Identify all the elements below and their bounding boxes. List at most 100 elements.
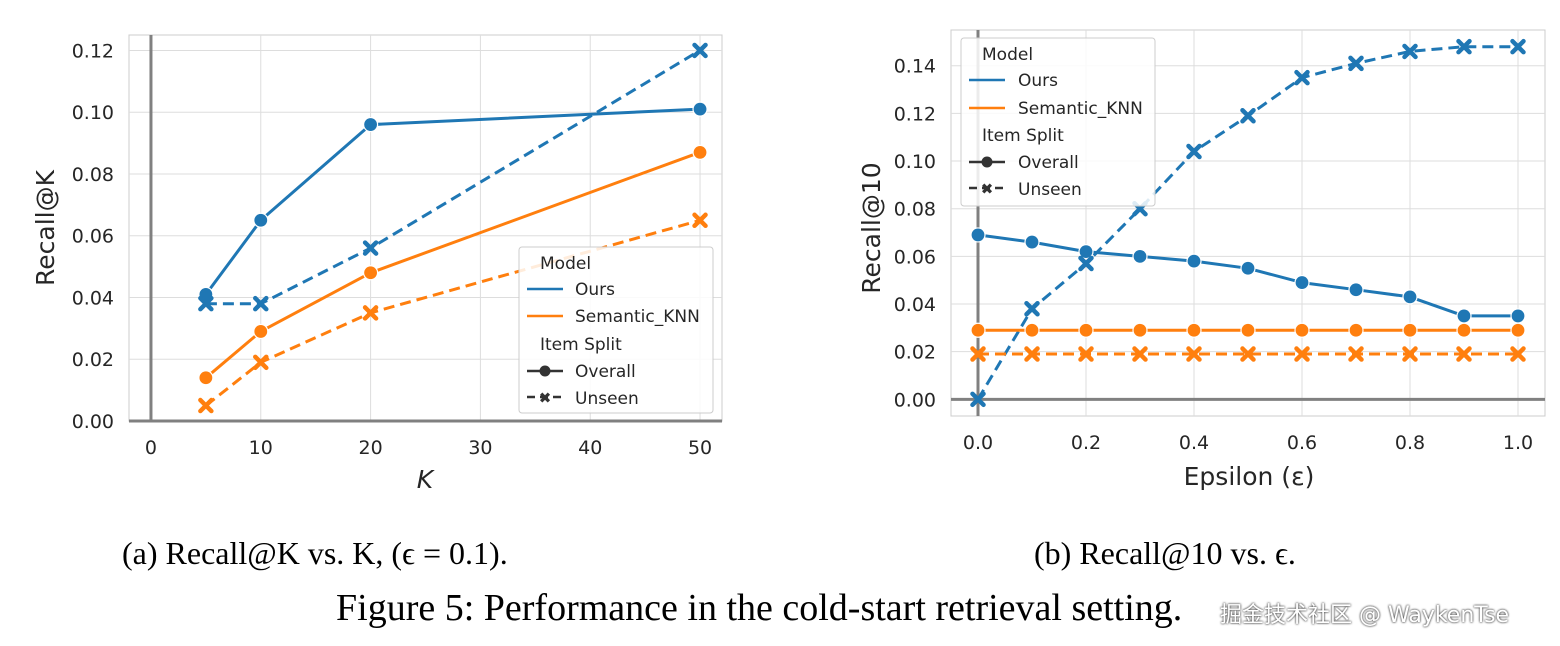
- data-point: [1348, 55, 1364, 72]
- data-point: [1348, 346, 1364, 362]
- data-point: [1402, 43, 1418, 60]
- y-tick-label: 0.06: [894, 246, 936, 268]
- chart-b-legend-knn-label: Semantic_KNN: [1018, 99, 1143, 119]
- data-point: [1456, 346, 1472, 362]
- data-point: [1510, 38, 1526, 55]
- data-point: [692, 212, 708, 229]
- chart-b-legend-ours-label: Ours: [1018, 71, 1058, 91]
- chart-a-legend-unseen-marker: ✖: [539, 389, 552, 407]
- data-point: [1510, 322, 1526, 338]
- data-point: [253, 295, 269, 312]
- y-tick-label: 0.12: [72, 40, 114, 62]
- data-point: [970, 227, 986, 243]
- series-line: [205, 49, 701, 306]
- chart-b-y-axis-label: Recall@10: [857, 162, 886, 293]
- chart-b-legend-overall-label: Overall: [1018, 153, 1079, 173]
- chart-a-legend-frame: [518, 246, 714, 414]
- data-point: [1240, 322, 1256, 338]
- data-point: [253, 323, 269, 340]
- chart-a-legend-overall-marker: [539, 365, 551, 377]
- chart-a-series: [198, 42, 708, 414]
- y-tick-label: 0.08: [894, 199, 936, 221]
- chart-a-tick-labels: 0 10 20 30 40 50 0.00 0.02 0.04 0.06 0.08 0.10 0.12: [72, 40, 712, 459]
- data-point: [1024, 234, 1040, 250]
- chart-a: 0 10 20 30 40 500.000.020.040.060.080.100.12 …: [31, 34, 723, 494]
- x-tick-label: 0.4: [1179, 432, 1209, 454]
- data-point: [1510, 308, 1526, 324]
- data-point: [1240, 346, 1256, 362]
- x-tick-label: 0.6: [1287, 432, 1317, 454]
- chart-b-x-axis-label: Epsilon (ε): [1184, 462, 1315, 491]
- data-point: [1348, 322, 1364, 338]
- chart-b-legend: Model Ours Semantic_KNN Item Split Overa…: [960, 37, 1156, 207]
- data-point: [1186, 346, 1202, 362]
- data-point: [1456, 322, 1472, 338]
- data-point: [970, 391, 986, 408]
- data-point: [1294, 274, 1310, 291]
- data-point: [1240, 108, 1256, 124]
- x-tick-label: 40: [578, 437, 602, 459]
- chart-a-legend-ours-label: Ours: [575, 280, 615, 300]
- y-tick-label: 0.04: [894, 294, 936, 316]
- figure-caption: Figure 5: Performance in the cold-start …: [336, 587, 1183, 629]
- chart-b: 0.0 0.2 0.4 0.6 0.8 1.0 0.00 0.02 0.04 0.06 0.08 0.…: [857, 29, 1546, 491]
- chart-b-legend-model-title: Model: [982, 45, 1033, 65]
- data-point: [1510, 346, 1526, 362]
- chart-b-legend-unseen-marker: ✖: [981, 180, 994, 198]
- data-point: [1024, 322, 1040, 338]
- watermark: 掘金技术社区 @ WaykenTse: [1220, 603, 1510, 628]
- data-point: [1024, 346, 1040, 362]
- caption-a: (a) Recall@K vs. K, (ϵ = 0.1).: [122, 535, 508, 571]
- data-point: [1294, 322, 1310, 338]
- y-tick-label: 0.14: [894, 56, 936, 78]
- data-point: [253, 212, 269, 228]
- data-point: [1294, 346, 1310, 362]
- data-point: [1348, 282, 1364, 298]
- x-tick-label: 50: [688, 437, 712, 459]
- chart-a-legend: Model Ours Semantic_KNN Item Split Overa…: [518, 246, 714, 414]
- chart-a-legend-unseen-label: Unseen: [575, 389, 639, 409]
- y-tick-label: 0.12: [894, 103, 936, 125]
- y-tick-label: 0.02: [894, 342, 936, 364]
- x-tick-label: 0.0: [963, 432, 993, 454]
- chart-a-legend-overall-label: Overall: [575, 362, 636, 382]
- data-point: [1024, 301, 1040, 317]
- x-tick-label: 30: [468, 437, 492, 459]
- y-tick-label: 0.10: [72, 102, 114, 124]
- x-tick-label: 10: [249, 437, 273, 459]
- data-point: [692, 42, 708, 59]
- data-point: [1240, 260, 1256, 276]
- data-point: [362, 265, 379, 281]
- chart-b-legend-frame: [960, 37, 1156, 207]
- data-point: [1402, 322, 1418, 338]
- data-point: [1132, 346, 1148, 362]
- data-point: [1186, 322, 1202, 338]
- data-point: [1186, 253, 1202, 269]
- caption-b: (b) Recall@10 vs. ϵ.: [1034, 535, 1296, 571]
- y-tick-label: 0.10: [894, 151, 936, 173]
- data-point: [1078, 243, 1094, 260]
- y-tick-label: 0.00: [72, 411, 114, 433]
- x-tick-label: 1.0: [1503, 432, 1533, 454]
- data-point: [1078, 255, 1094, 272]
- data-point: [362, 116, 379, 133]
- data-point: [970, 346, 986, 362]
- x-tick-label: 20: [358, 437, 382, 459]
- chart-a-y-axis-label: Recall@K: [31, 169, 60, 286]
- y-tick-label: 0.08: [72, 164, 114, 186]
- y-tick-label: 0.02: [72, 349, 114, 371]
- data-point: [1402, 289, 1418, 305]
- data-point: [1132, 322, 1148, 338]
- data-point: [1132, 248, 1148, 264]
- chart-a-legend-split-title: Item Split: [540, 335, 622, 355]
- chart-a-x-axis-label: K: [417, 465, 436, 494]
- y-tick-label: 0.06: [72, 226, 114, 248]
- data-point: [1456, 308, 1472, 324]
- data-point: [1186, 143, 1202, 160]
- chart-b-legend-overall-marker: [981, 156, 993, 168]
- x-tick-label: 0.8: [1395, 432, 1425, 454]
- chart-a-legend-knn-label: Semantic_KNN: [575, 307, 700, 327]
- data-point: [362, 305, 379, 321]
- chart-b-series: [970, 38, 1526, 408]
- data-point: [1402, 346, 1418, 362]
